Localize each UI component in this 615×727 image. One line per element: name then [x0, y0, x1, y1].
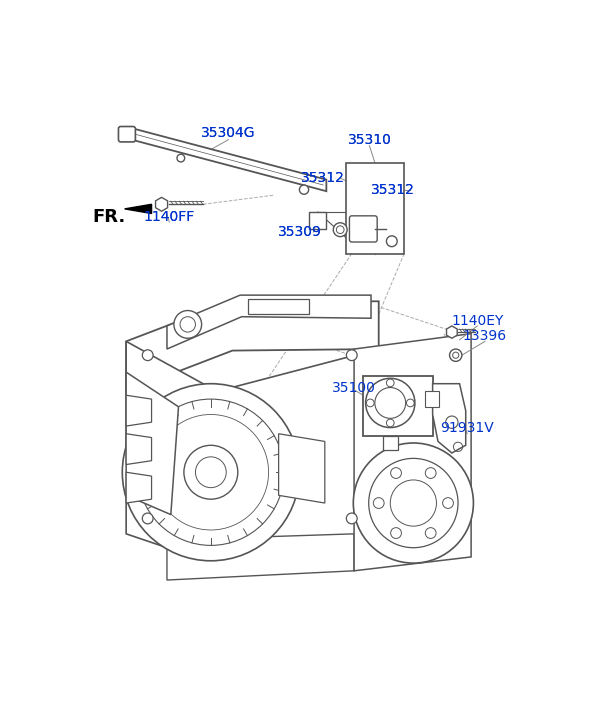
Polygon shape [167, 295, 371, 349]
Polygon shape [126, 473, 151, 503]
Text: 35312: 35312 [371, 182, 415, 196]
Text: 35304G: 35304G [201, 126, 256, 140]
Circle shape [407, 399, 414, 407]
Text: 1140EY: 1140EY [451, 313, 504, 328]
Text: 35309: 35309 [278, 225, 322, 239]
Text: 35309: 35309 [278, 225, 322, 239]
Polygon shape [126, 372, 178, 515]
Circle shape [353, 443, 474, 563]
Circle shape [391, 528, 402, 539]
Polygon shape [156, 197, 167, 212]
Text: 35312: 35312 [301, 171, 345, 185]
Polygon shape [167, 534, 354, 580]
Bar [425, 391, 438, 407]
Circle shape [391, 467, 402, 478]
Circle shape [142, 350, 153, 361]
Text: 35100: 35100 [332, 380, 376, 395]
Polygon shape [126, 342, 217, 565]
Circle shape [366, 378, 415, 427]
Circle shape [373, 498, 384, 508]
Polygon shape [217, 349, 379, 565]
Bar [248, 299, 309, 314]
Text: 1140FF: 1140FF [144, 209, 195, 224]
Text: 35312: 35312 [301, 171, 345, 185]
Bar [383, 436, 398, 450]
Circle shape [142, 513, 153, 524]
Circle shape [443, 498, 453, 508]
Circle shape [346, 513, 357, 524]
Circle shape [122, 384, 300, 561]
Bar [346, 163, 404, 254]
Bar [309, 212, 327, 229]
FancyBboxPatch shape [349, 216, 377, 242]
Circle shape [174, 310, 202, 338]
Polygon shape [126, 301, 379, 391]
Polygon shape [354, 334, 471, 571]
Polygon shape [126, 395, 151, 426]
Text: 1140FF: 1140FF [144, 209, 195, 224]
Circle shape [386, 379, 394, 387]
Text: 35310: 35310 [347, 132, 391, 147]
Text: 13396: 13396 [463, 329, 507, 343]
Polygon shape [432, 384, 466, 453]
Polygon shape [446, 326, 457, 338]
Circle shape [367, 399, 374, 407]
Polygon shape [125, 204, 151, 214]
Text: 35304G: 35304G [201, 126, 256, 140]
Text: 35310: 35310 [347, 132, 391, 147]
Polygon shape [279, 434, 325, 503]
FancyBboxPatch shape [119, 126, 135, 142]
Circle shape [386, 419, 394, 427]
Circle shape [450, 349, 462, 361]
Circle shape [300, 185, 309, 194]
Circle shape [177, 154, 184, 162]
Text: FR.: FR. [92, 208, 125, 225]
Bar [363, 376, 432, 436]
Circle shape [346, 350, 357, 361]
Circle shape [184, 446, 238, 499]
Polygon shape [126, 434, 151, 465]
Text: 35312: 35312 [371, 182, 415, 196]
Circle shape [426, 467, 436, 478]
Circle shape [333, 222, 347, 236]
Circle shape [386, 236, 397, 246]
Circle shape [426, 528, 436, 539]
Polygon shape [129, 127, 327, 191]
Text: 91931V: 91931V [440, 422, 494, 435]
